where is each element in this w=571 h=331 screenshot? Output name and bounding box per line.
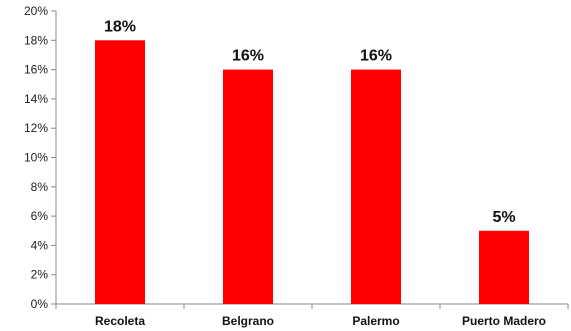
x-axis bbox=[55, 303, 569, 309]
y-tick-label: 14% bbox=[24, 92, 48, 106]
category-label: Belgrano bbox=[222, 314, 274, 328]
y-tick-label: 8% bbox=[31, 180, 49, 194]
bar bbox=[479, 230, 529, 304]
y-axis: 0% 2% 4% 6% 8% 10% 12% 14% 16% 18% 20% bbox=[24, 4, 57, 311]
data-labels: 18% 16% 16% 5% bbox=[104, 18, 516, 225]
category-label: Palermo bbox=[352, 314, 399, 328]
y-tick-label: 2% bbox=[31, 268, 49, 282]
category-label: Recoleta bbox=[95, 314, 145, 328]
y-tick-label: 20% bbox=[24, 4, 48, 18]
data-label: 5% bbox=[492, 209, 515, 226]
y-tick-label: 0% bbox=[31, 297, 49, 311]
y-tick-label: 6% bbox=[31, 209, 49, 223]
data-label: 16% bbox=[360, 48, 392, 65]
y-tick-label: 10% bbox=[24, 151, 48, 165]
bar bbox=[223, 69, 273, 304]
bars-group bbox=[95, 40, 529, 305]
bar bbox=[351, 69, 401, 304]
y-tick-label: 12% bbox=[24, 121, 48, 135]
y-tick-label: 4% bbox=[31, 238, 49, 252]
bar bbox=[95, 40, 145, 305]
category-labels: Recoleta Belgrano Palermo Puerto Madero bbox=[95, 314, 546, 328]
y-tick-label: 18% bbox=[24, 33, 48, 47]
data-label: 16% bbox=[232, 48, 264, 65]
y-tick-label: 16% bbox=[24, 63, 48, 77]
category-label: Puerto Madero bbox=[462, 314, 546, 328]
data-label: 18% bbox=[104, 18, 136, 35]
